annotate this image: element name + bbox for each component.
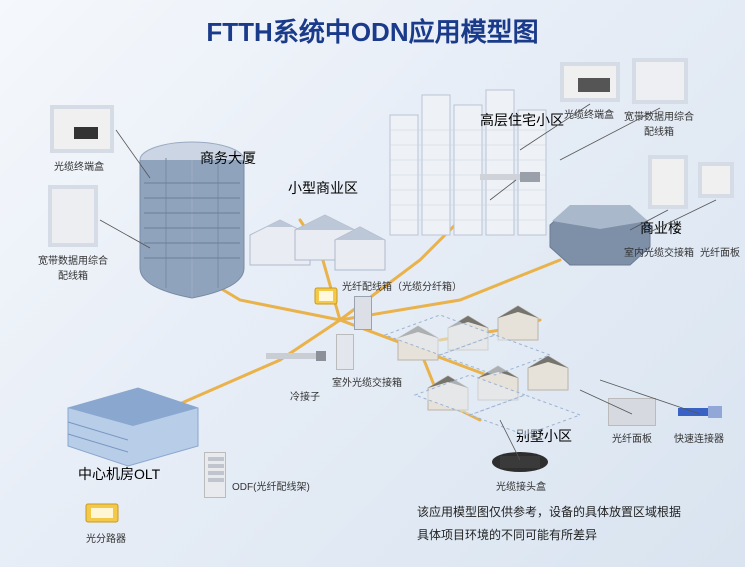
odf-rack	[204, 452, 226, 498]
small-biz-label: 小型商业区	[288, 178, 358, 198]
splitter-cabinet-label: 光纤配线箱（光缆分纤箱）	[342, 278, 462, 293]
diagram-canvas: FTTH系统中ODN应用模型图 光缆终端盒 宽带数据用综合 配	[0, 0, 745, 567]
splitter-cabinet	[354, 296, 372, 330]
outdoor-exchange-cabinet	[336, 334, 354, 370]
optical-splitter-icon	[82, 498, 124, 528]
faceplate-1-label: 光纤面板	[700, 244, 740, 259]
quick-connector-icon	[672, 398, 732, 426]
olt-label: 中心机房OLT	[78, 464, 160, 484]
terminal-box-1-label: 光缆终端盒	[54, 158, 104, 173]
terminal-box-2-label: 光缆终端盒	[564, 106, 614, 121]
high-rise-label: 高层住宅小区	[480, 110, 564, 130]
commercial-building	[545, 195, 655, 275]
quick-connector-label: 快速连接器	[674, 430, 724, 445]
terminal-box-1-photo	[50, 105, 114, 153]
high-rise-cluster	[380, 75, 560, 250]
indoor-exchange-photo	[648, 155, 688, 209]
joint-box-label: 光缆接头盒	[496, 478, 546, 493]
footer-line-2: 具体项目环境的不同可能有所差异	[417, 524, 717, 547]
olt-building	[58, 378, 208, 468]
broadband-box-2-photo	[632, 58, 688, 104]
indoor-exchange-label: 室内光缆交接箱	[624, 244, 694, 259]
small-biz-shops	[240, 195, 390, 285]
faceplate-1-photo	[698, 162, 734, 198]
broadband-box-2-label: 宽带数据用综合 配线箱	[624, 108, 694, 138]
cold-splice-icon	[262, 348, 332, 364]
broadband-box-1-photo	[48, 185, 98, 247]
cold-splice-label: 冷接子	[290, 388, 320, 403]
odf-label: ODF(光纤配线架)	[232, 478, 310, 493]
pigtail-icon	[478, 168, 548, 186]
footer-line-1: 该应用模型图仅供参考，设备的具体放置区域根据	[417, 501, 717, 524]
terminal-box-2-photo	[560, 62, 620, 102]
business-tower-label: 商务大厦	[200, 148, 256, 168]
commercial-building-label: 商业楼	[640, 218, 682, 238]
page-title: FTTH系统中ODN应用模型图	[206, 12, 538, 49]
optical-splitter-label: 光分路器	[86, 530, 126, 545]
footer-note: 该应用模型图仅供参考，设备的具体放置区域根据 具体项目环境的不同可能有所差异	[417, 501, 717, 547]
lot-outlines	[380, 300, 630, 470]
broadband-box-1-label: 宽带数据用综合 配线箱	[38, 252, 108, 282]
